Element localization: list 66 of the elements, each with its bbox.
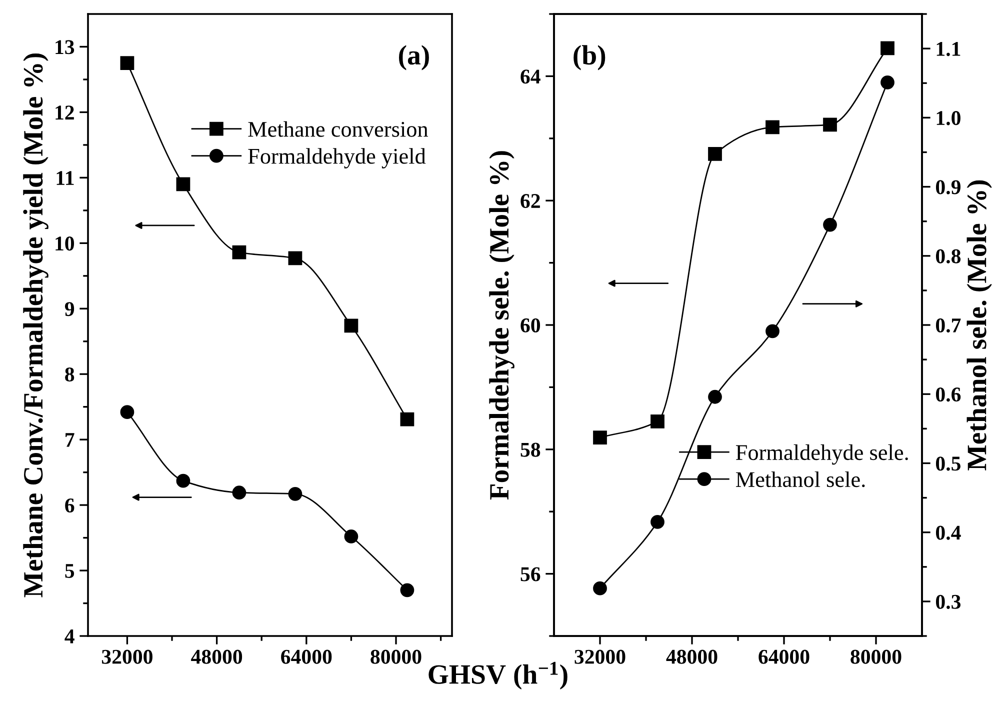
point xyxy=(823,218,837,232)
annotation: (b) xyxy=(574,45,606,70)
y-tick-label: 56 xyxy=(520,567,540,582)
y2-tick-label: 0.8 xyxy=(936,249,961,264)
y-tick-label: 9 xyxy=(64,302,74,316)
point xyxy=(708,390,722,404)
y2-tick-label: 0.9 xyxy=(936,180,960,194)
y-tick-label: 58 xyxy=(520,442,540,457)
point xyxy=(400,412,414,426)
point xyxy=(400,583,414,598)
legend-label: Methanol sele. xyxy=(736,471,865,488)
y2-tick-label: 0.5 xyxy=(936,456,960,471)
point xyxy=(288,486,302,501)
y-tick-label: 8 xyxy=(65,367,74,382)
point xyxy=(708,147,722,161)
y2-tick-label: 0.6 xyxy=(936,387,961,402)
y2-axis-title: Methanol sele. (Mole %) xyxy=(966,180,992,470)
y-tick-label: 5 xyxy=(65,564,74,578)
y2-tick-label: 1.1 xyxy=(936,42,960,56)
x-tick-label: 32000 xyxy=(102,650,152,664)
point xyxy=(176,474,190,488)
x-tick-label: 80000 xyxy=(370,650,422,664)
point xyxy=(344,530,358,544)
y-tick-label: 13 xyxy=(56,40,74,54)
point xyxy=(344,318,358,333)
y-tick-label: 7 xyxy=(66,433,74,447)
point xyxy=(232,486,246,500)
y-tick-label: 10 xyxy=(56,236,74,251)
y-tick-label: 6 xyxy=(65,498,74,512)
x-tick-label: 32000 xyxy=(574,650,626,664)
point xyxy=(766,324,780,338)
point xyxy=(232,245,246,260)
x-tick-label: 64000 xyxy=(281,650,332,664)
legend-label: Formaldehyde sele. xyxy=(736,444,908,465)
x-tick-label: 48000 xyxy=(666,650,718,664)
legend-label: Formaldehyde yield xyxy=(248,148,426,168)
y-tick-label: 4 xyxy=(64,630,74,644)
point xyxy=(650,515,664,529)
x-tick-label: 80000 xyxy=(850,650,902,664)
point xyxy=(120,56,134,70)
y-tick-label: 60 xyxy=(520,318,540,332)
y-axis-title: Methane Conv./Formaldehyde yield (Mole %) xyxy=(23,53,48,598)
y2-tick-label: 0.3 xyxy=(936,594,961,609)
annotation: (a) xyxy=(398,45,429,70)
x-tick-label: 64000 xyxy=(758,650,810,664)
x-tick-label: 48000 xyxy=(191,650,242,664)
point xyxy=(593,430,607,445)
y-axis-title: Formaldehyde sele. (Mole %) xyxy=(489,151,514,500)
point xyxy=(176,177,190,192)
point xyxy=(288,251,302,266)
point xyxy=(823,118,837,132)
point xyxy=(766,120,780,134)
legend-label: Methane conversion xyxy=(248,121,428,137)
y-tick-label: 62 xyxy=(520,194,540,208)
y-tick-label: 64 xyxy=(520,70,540,84)
y2-tick-label: 0.7 xyxy=(936,318,961,333)
y-tick-label: 12 xyxy=(56,106,74,120)
y2-tick-label: 1.0 xyxy=(936,111,960,126)
y2-tick-label: 0.4 xyxy=(936,526,961,540)
point xyxy=(880,41,894,56)
point xyxy=(120,405,134,420)
y-tick-label: 11 xyxy=(56,171,74,185)
x-axis-title: GHSV (h$^{−1}$) xyxy=(428,662,568,690)
point xyxy=(593,581,607,596)
point xyxy=(880,75,894,90)
point xyxy=(650,414,664,428)
